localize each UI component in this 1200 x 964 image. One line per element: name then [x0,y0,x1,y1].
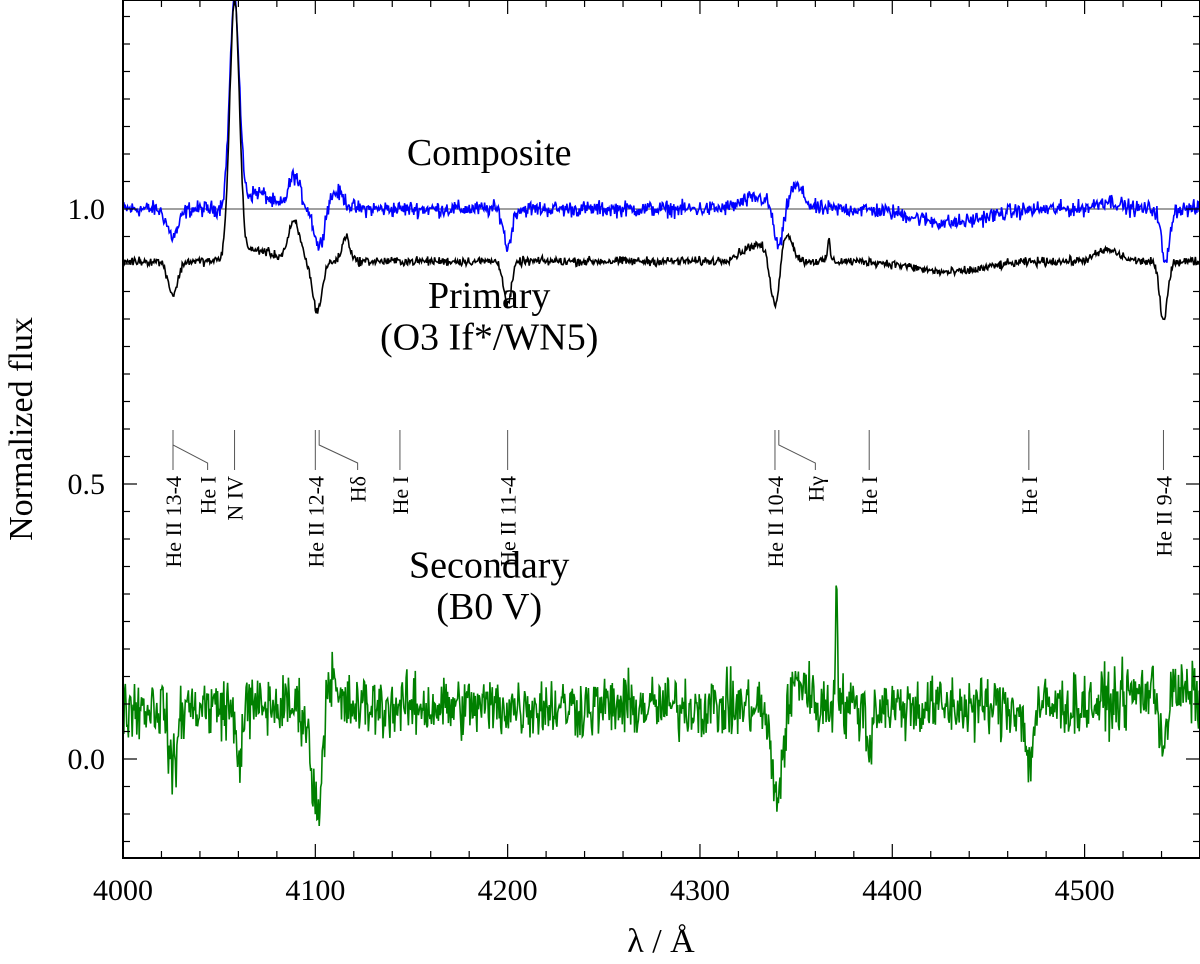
line-id-label: Hδ [346,476,371,502]
line-id-label: He II 11-4 [496,476,521,567]
line-id-label: He I [857,476,882,514]
y-tick-label: 0.5 [68,468,106,501]
series-line-3 [122,585,1200,827]
line-id-label: He II 9-4 [1151,476,1176,557]
line-id-label: He I [1017,476,1042,514]
x-tick-label: 4000 [93,874,153,907]
series-label-1: Composite [407,132,572,174]
y-tick-label: 0.0 [68,743,106,776]
x-tick-label: 4400 [862,874,922,907]
line-id-label: He I [196,476,221,514]
line-id-label: He II 10-4 [763,476,788,568]
axis-layer: 4000 4100 4200 4300 4400 4500 0.0 0.5 1.0 [68,0,1200,907]
x-tick-label: 4300 [670,874,730,907]
series-label-layer: Composite Primary(O3 If*/WN5) Secondary(B0… [380,132,598,628]
series-label-2: Primary [428,275,550,317]
line-id-marker [318,430,359,470]
series-line-2 [122,0,1200,321]
line-id-label: He II 12-4 [303,476,328,568]
x-axis-title: λ / Å [627,923,695,960]
plot-background [123,0,1200,858]
series-layer [122,0,1200,827]
line-id-marker [778,430,816,470]
series-sublabel-3: (B0 V) [436,586,542,628]
series-line-1 [122,0,1200,264]
line-id-marker [172,430,209,470]
series-label-3: Secondary [409,545,569,587]
y-axis-title: Normalized flux [3,317,40,541]
line-id-label: Hγ [803,476,828,502]
y-tick-label: 1.0 [68,193,106,226]
x-tick-label: 4100 [285,874,345,907]
line-id-label: He II 13-4 [161,476,186,568]
line-id-label: He I [388,476,413,514]
series-sublabel-2: (O3 If*/WN5) [380,316,598,358]
line-id-label: N IV [223,476,248,521]
x-tick-label: 4500 [1055,874,1115,907]
x-tick-label: 4200 [478,874,538,907]
